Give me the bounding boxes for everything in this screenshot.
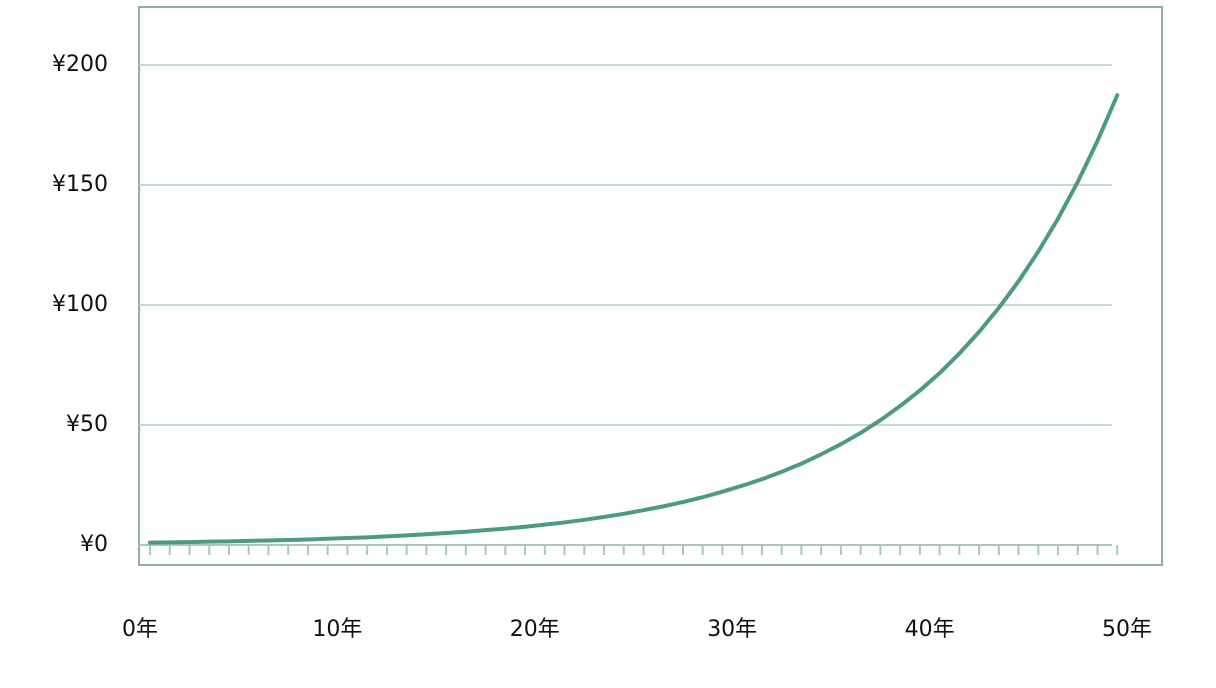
x-tick-label: 10年: [312, 617, 362, 642]
y-tick-label: ¥100: [52, 292, 108, 317]
series-line: [148, 93, 1120, 545]
x-tick-label: 50年: [1102, 617, 1152, 642]
y-tick-label: ¥50: [66, 412, 108, 437]
plot-frame: [138, 6, 1163, 566]
x-tick-label: 0年: [122, 617, 158, 642]
y-tick-label: ¥0: [80, 532, 108, 557]
y-tick-label: ¥200: [52, 52, 108, 77]
x-tick-label: 40年: [905, 617, 955, 642]
x-tick-label: 20年: [510, 617, 560, 642]
x-tick-label: 30年: [707, 617, 757, 642]
y-tick-label: ¥150: [52, 172, 108, 197]
